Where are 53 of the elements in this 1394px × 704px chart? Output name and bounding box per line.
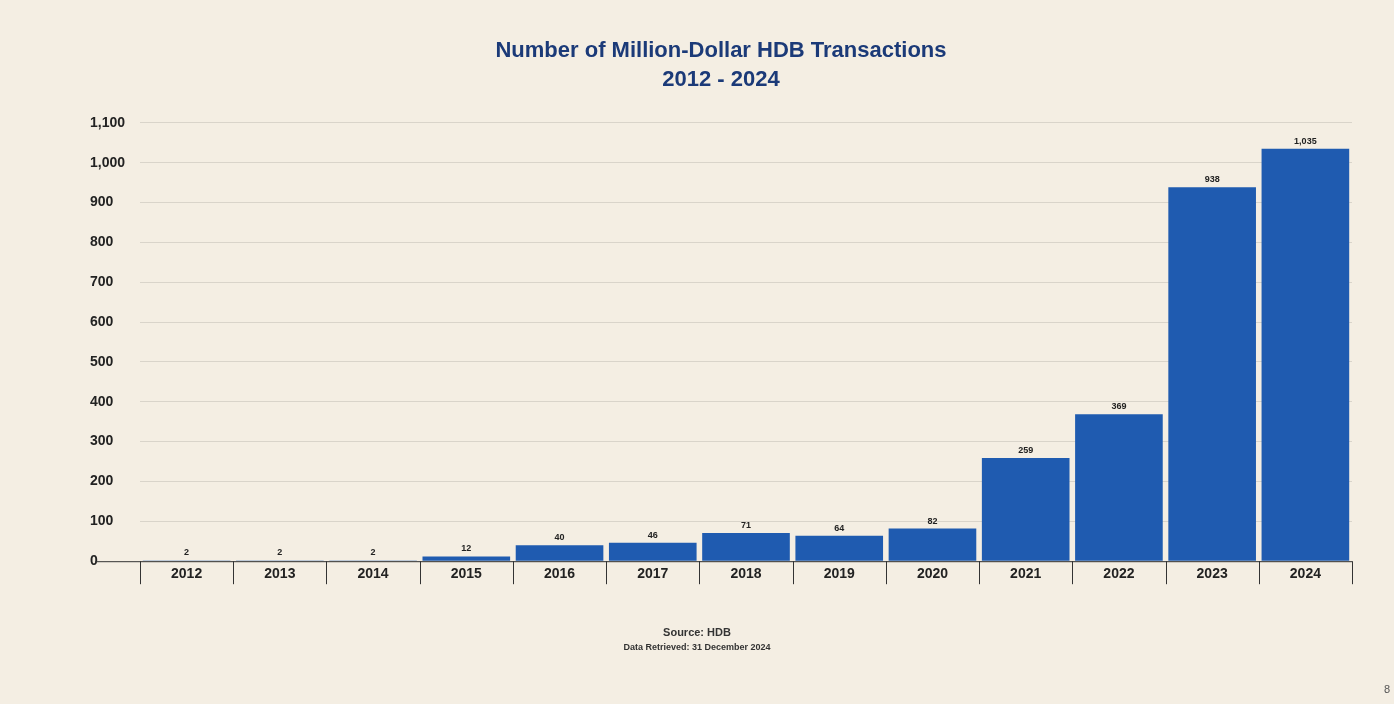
x-tick-label: 2022 (1103, 565, 1135, 582)
y-tick-label: 400 (90, 392, 114, 409)
data-label: 1,035 (1294, 135, 1317, 146)
y-tick-label: 1,100 (90, 113, 126, 130)
text: 8 (1383, 683, 1390, 696)
y-tick-label: 200 (90, 472, 114, 489)
chart-title: Number of Million-Dollar HDB Transactions (495, 37, 947, 63)
bar (888, 528, 977, 561)
bar (515, 545, 604, 561)
data-label: 2 (277, 547, 283, 558)
chart-subtitle: 2012 - 2024 (662, 65, 781, 91)
data-label: 64 (834, 522, 845, 533)
x-tick-label: 2019 (823, 565, 856, 582)
y-tick-label: 700 (90, 273, 114, 290)
y-tick-label: 900 (90, 193, 114, 210)
bar (422, 556, 511, 561)
y-tick-label: 300 (90, 432, 114, 449)
data-label: 71 (740, 519, 752, 530)
bar (608, 542, 697, 561)
x-tick-label: 2020 (916, 565, 949, 582)
x-tick-label: 2016 (543, 565, 576, 582)
y-tick-label: 100 (90, 512, 114, 529)
y-tick-label: 1,000 (90, 153, 126, 170)
x-tick-label: 2023 (1196, 565, 1228, 582)
data-label: 2 (370, 547, 376, 558)
x-tick-label: 2013 (264, 565, 296, 582)
data-label: 938 (1204, 174, 1220, 185)
x-tick-label: 2014 (357, 565, 389, 582)
x-tick-label: 2017 (637, 565, 669, 582)
x-tick-label: 2021 (1010, 565, 1042, 582)
x-tick-label: 2015 (450, 565, 483, 582)
data-label: 46 (647, 529, 658, 540)
bar (1261, 148, 1350, 561)
x-tick-label: 2024 (1289, 565, 1322, 582)
y-tick-label: 600 (90, 312, 114, 329)
source-note: Source: HDB (663, 626, 731, 639)
bar (702, 532, 790, 561)
data-label: 259 (1018, 444, 1034, 455)
x-tick-label: 2012 (171, 565, 203, 582)
data-label: 12 (461, 543, 472, 554)
bar (981, 457, 1070, 561)
data-label: 40 (554, 532, 565, 543)
data-label: 2 (184, 547, 190, 558)
bar (1075, 414, 1163, 561)
data-label: 369 (1111, 401, 1127, 412)
y-tick-label: 800 (90, 233, 114, 250)
y-tick-label: 500 (90, 352, 114, 369)
y-tick-label: 0 (90, 552, 98, 569)
data-label: 82 (927, 515, 938, 526)
bar (795, 535, 884, 561)
x-tick-label: 2018 (730, 565, 762, 582)
text: Data Retrieved: 31 December 2024 (623, 642, 771, 653)
bar (1168, 187, 1256, 561)
